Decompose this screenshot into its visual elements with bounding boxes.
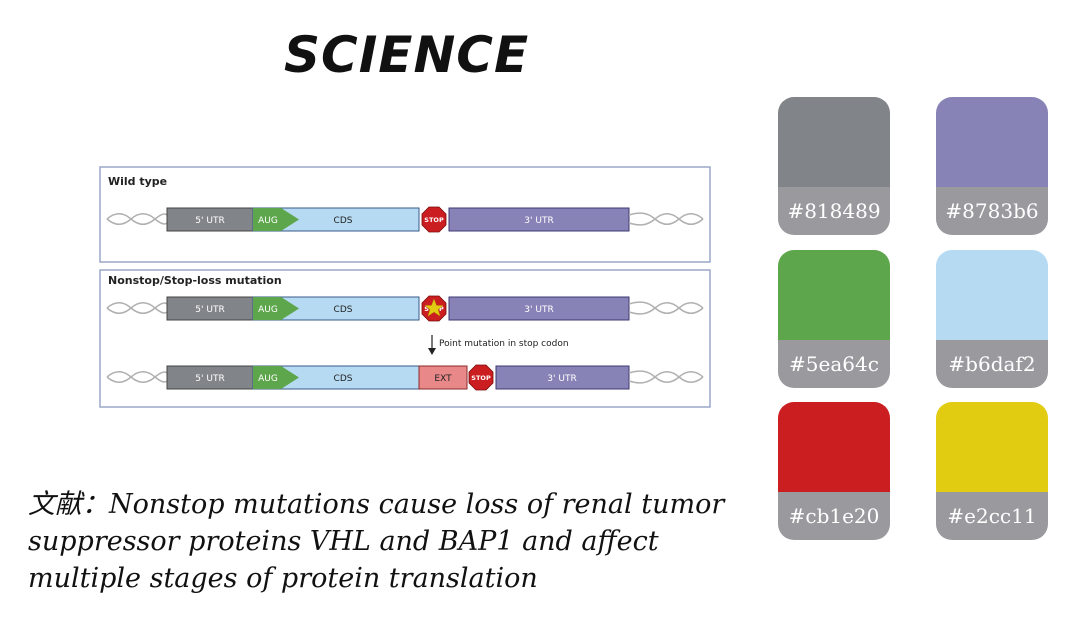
cds-label: CDS bbox=[334, 216, 353, 226]
aug-arrow bbox=[253, 297, 299, 320]
swatch-green: #5ea64c bbox=[778, 250, 890, 388]
stop-octagon bbox=[468, 364, 494, 391]
utr5-label: 5' UTR bbox=[195, 305, 224, 315]
aug-arrow bbox=[253, 366, 299, 389]
swatch-yellow: #e2cc11 bbox=[936, 402, 1048, 540]
wild-type-transcript: 5' UTR CDS AUG STOP 3' UTR bbox=[106, 206, 704, 233]
wild-type-title: Wild type bbox=[108, 175, 167, 188]
utr3-label: 3' UTR bbox=[524, 216, 553, 226]
swatch-hex-label: #e2cc11 bbox=[936, 492, 1048, 540]
swatch-fill bbox=[778, 97, 890, 187]
swatch-light-blue: #b6daf2 bbox=[936, 250, 1048, 388]
swatch-purple: #8783b6 bbox=[936, 97, 1048, 235]
aug-label: AUG bbox=[258, 374, 278, 384]
mrna-diagram: Wild type 5' UTR CDS AUG STOP 3' UTR Non… bbox=[99, 166, 711, 408]
cds-label: CDS bbox=[334, 374, 353, 384]
stop-octagon bbox=[421, 206, 447, 233]
swatch-grey: #818489 bbox=[778, 97, 890, 235]
point-mutation-caption: Point mutation in stop codon bbox=[439, 339, 569, 349]
ext-label: EXT bbox=[434, 374, 452, 384]
extended-transcript: 5' UTR CDS AUG EXT STOP 3' UTR bbox=[106, 364, 704, 391]
swatch-hex-label: #5ea64c bbox=[778, 340, 890, 388]
swatch-fill bbox=[936, 402, 1048, 492]
aug-label: AUG bbox=[258, 216, 278, 226]
mutation-star-icon bbox=[424, 298, 444, 317]
stop-label: STOP bbox=[424, 216, 444, 224]
swatch-fill bbox=[936, 250, 1048, 340]
utr3-label: 3' UTR bbox=[547, 374, 576, 384]
utr3-block bbox=[448, 296, 630, 321]
logo-text: SCIENCE bbox=[284, 26, 529, 82]
utr5-label: 5' UTR bbox=[195, 374, 224, 384]
ext-block bbox=[418, 365, 468, 390]
utr3-block bbox=[448, 207, 630, 232]
swatch-fill bbox=[778, 250, 890, 340]
stop-label: STOP bbox=[471, 374, 491, 382]
swatch-hex-label: #cb1e20 bbox=[778, 492, 890, 540]
swatch-fill bbox=[778, 402, 890, 492]
swatch-fill bbox=[936, 97, 1048, 187]
utr3-block bbox=[495, 365, 630, 390]
science-logo: SCIENCE bbox=[284, 26, 529, 82]
point-mutation-arrow bbox=[428, 335, 436, 355]
aug-arrow bbox=[253, 208, 299, 231]
swatch-hex-label: #b6daf2 bbox=[936, 340, 1048, 388]
aug-label: AUG bbox=[258, 305, 278, 315]
utr5-label: 5' UTR bbox=[195, 216, 224, 226]
swatch-hex-label: #818489 bbox=[778, 187, 890, 235]
mutated-stop-transcript: 5' UTR CDS AUG STOP 3' UTR bbox=[106, 295, 704, 322]
citation-text: 文献：Nonstop mutations cause loss of renal… bbox=[28, 489, 725, 594]
cds-label: CDS bbox=[334, 305, 353, 315]
swatch-red: #cb1e20 bbox=[778, 402, 890, 540]
nonstop-title: Nonstop/Stop-loss mutation bbox=[108, 274, 282, 287]
utr3-label: 3' UTR bbox=[524, 305, 553, 315]
swatch-hex-label: #8783b6 bbox=[936, 187, 1048, 235]
